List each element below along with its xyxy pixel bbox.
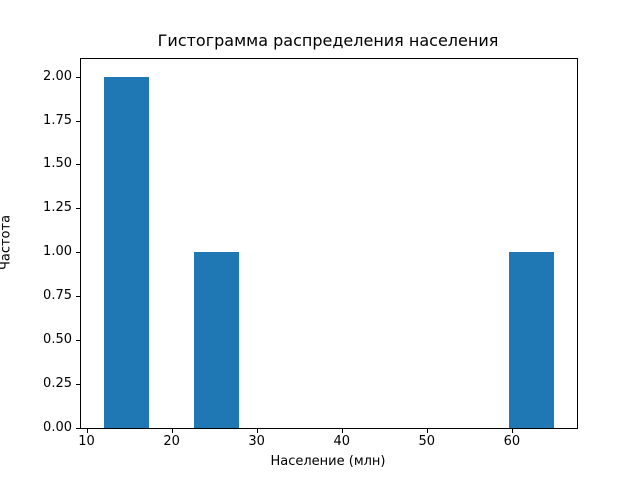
y-tick-mark [76,428,80,429]
y-tick-label: 0.75 [43,288,72,304]
x-tick-label: 60 [503,434,521,449]
x-tick-label: 30 [248,434,265,449]
x-tick-label: 50 [418,434,436,449]
y-tick-mark [76,76,80,78]
x-tick-mark [256,429,258,433]
x-tick-mark [341,429,343,433]
x-axis-label: Население (млн) [270,454,386,469]
histogram-bar [509,252,555,428]
x-tick-label: 10 [78,434,95,449]
y-tick-mark [76,384,80,386]
y-tick-label: 0.00 [43,420,72,435]
x-tick-mark [511,429,513,433]
y-axis-label: Частота [0,214,14,271]
y-tick-label: 1.75 [43,112,72,128]
x-tick-mark [426,429,428,433]
y-tick-label: 0.25 [43,376,72,392]
x-tick-label: 40 [333,434,351,449]
y-tick-mark [76,120,80,122]
x-tick-mark [86,429,88,433]
x-tick-label: 20 [163,434,180,449]
y-tick-label: 1.00 [43,244,72,260]
y-tick-label: 2.00 [43,68,72,84]
histogram-bar [103,76,149,428]
y-tick-mark [76,252,80,254]
y-tick-mark [76,164,80,166]
y-tick-mark [76,340,80,342]
x-tick-mark [171,429,173,433]
y-tick-label: 0.50 [43,332,72,348]
chart-title: Гистограмма распределения населения [157,31,499,50]
y-tick-mark [76,208,80,210]
y-tick-mark [76,296,80,298]
y-tick-label: 1.50 [43,156,72,172]
y-tick-label: 1.25 [43,200,72,216]
plot-area [80,58,578,429]
histogram-bar [193,252,239,428]
